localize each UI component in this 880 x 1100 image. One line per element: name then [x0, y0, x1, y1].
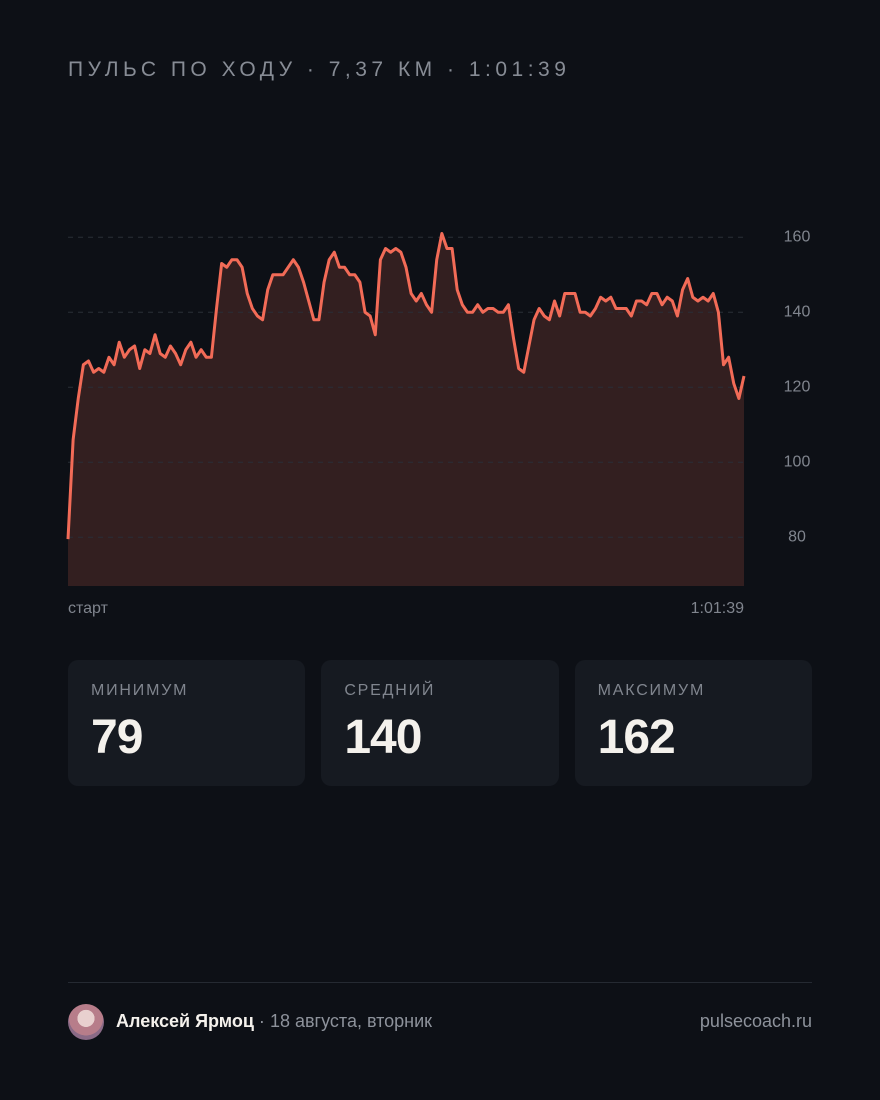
y-tick-label: 140 — [784, 303, 811, 320]
author-name: Алексей Ярмоц — [116, 1011, 254, 1031]
stat-label: СРЕДНИЙ — [344, 682, 436, 699]
avatar — [68, 1004, 104, 1040]
stat-value: 79 — [91, 711, 143, 764]
stat-card: МИНИМУМ 79 — [68, 660, 306, 786]
x-start-label: старт — [68, 600, 109, 617]
stat-card: МАКСИМУМ 162 — [574, 660, 812, 786]
footer-info: Алексей Ярмоц · 18 августа, вторник — [116, 1011, 432, 1032]
date: 18 августа, вторник — [269, 1011, 433, 1031]
stat-label: МАКСИМУМ — [597, 682, 706, 699]
y-tick-label: 120 — [784, 378, 811, 395]
area — [68, 233, 744, 586]
chart: старт 1:01:39 80 100 120 140 160 — [66, 228, 811, 617]
separator-line — [68, 982, 812, 983]
x-end-label: 1:01:39 — [691, 600, 744, 617]
stat-label: МИНИМУМ — [91, 682, 189, 699]
stat-value: 140 — [344, 711, 422, 764]
y-tick-label: 100 — [784, 453, 811, 470]
stat-value: 162 — [597, 711, 676, 764]
site: pulsecoach.ru — [699, 1011, 812, 1031]
stats: МИНИМУМ 79 СРЕДНИЙ 140 МАКСИМУМ 162 — [68, 660, 812, 786]
dot: · — [258, 1011, 265, 1031]
y-tick-label: 80 — [788, 528, 806, 545]
y-tick-label: 160 — [784, 228, 811, 245]
line — [66, 232, 746, 540]
stat-card: СРЕДНИЙ 140 — [321, 660, 559, 786]
chart-title: ПУЛЬС ПО ХОДУ · 7,37 КМ · 1:01:39 — [68, 58, 571, 81]
